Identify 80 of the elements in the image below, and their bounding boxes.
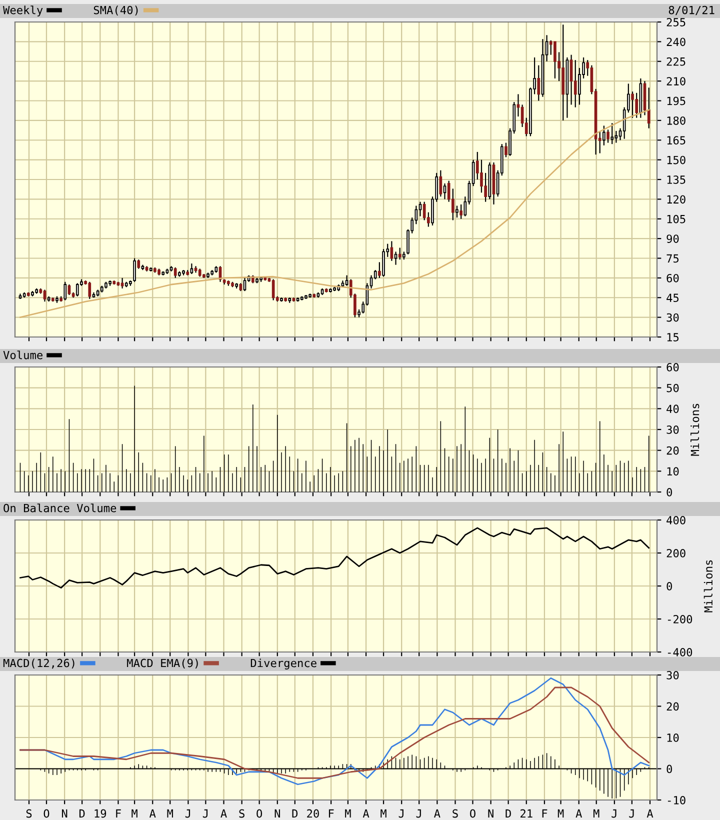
legend-label: Weekly — [3, 6, 43, 16]
x-tick-label: M — [167, 809, 173, 818]
y-tick-label: 210 — [666, 77, 686, 86]
x-tick-label: N — [488, 809, 494, 818]
x-tick-label: F — [542, 809, 548, 818]
x-tick-label: A — [646, 809, 654, 818]
y-tick-label: 255 — [666, 18, 686, 26]
x-tick-label: J — [185, 809, 190, 818]
x-tick-label: J — [416, 809, 421, 818]
y-tick-label: 225 — [666, 57, 686, 66]
x-tick-label: F — [328, 809, 334, 818]
y-tick-label: 0 — [666, 488, 672, 496]
y-tick-label: 60 — [666, 363, 679, 372]
legend-label: MACD EMA(9) — [127, 658, 198, 669]
x-tick-label: J — [398, 809, 404, 818]
legend-label: Divergence — [250, 658, 316, 670]
x-tick-label: N — [274, 809, 280, 818]
x-tick-label: F — [116, 809, 121, 818]
x-tick-label: O — [470, 809, 476, 818]
x-tick-label: D — [79, 809, 85, 818]
x-tick-label: A — [220, 809, 227, 818]
y-tick-label: -400 — [668, 648, 692, 656]
x-tick-label: J — [202, 809, 208, 818]
y-tick-label: 195 — [667, 96, 686, 106]
y-tick-label: 75 — [666, 254, 679, 263]
text: 8/01/21 — [668, 6, 714, 16]
y-tick-label: 90 — [666, 234, 679, 243]
x-tick-label: A — [362, 809, 370, 818]
x-tick-label: D — [292, 809, 298, 818]
legend-label: Volume — [3, 350, 42, 360]
y-tick-label: 10 — [667, 734, 679, 742]
y-tick-label: 135 — [667, 176, 686, 184]
x-tick-label: M — [593, 809, 600, 818]
y-tick-label: 240 — [666, 38, 686, 46]
y-tick-label: 45 — [666, 294, 679, 302]
y-tick-label: 15 — [667, 333, 679, 342]
y-tick-label: 0 — [666, 582, 672, 590]
y-tick-label: 30 — [666, 313, 679, 322]
y-tick-label: -10 — [668, 796, 686, 804]
x-tick-label: 20 — [307, 809, 319, 818]
x-tick-label: D — [506, 809, 511, 818]
x-tick-label: 19 — [94, 809, 106, 818]
legend-label: SMA(40) — [94, 6, 138, 16]
y-tick-label: 60 — [666, 274, 679, 282]
y-tick-label: 10 — [667, 467, 679, 476]
y-tick-label: 30 — [666, 671, 679, 680]
y-tick-label: 20 — [666, 702, 679, 711]
x-tick-label: A — [434, 809, 440, 818]
x-tick-label: M — [345, 809, 351, 818]
x-tick-label: J — [612, 809, 616, 818]
y-tick-label: 20 — [666, 446, 679, 455]
x-tick-label: A — [149, 809, 156, 818]
x-tick-label: M — [558, 809, 564, 818]
legend-label: MACD(12,26) — [3, 658, 74, 669]
y-tick-label: 400 — [666, 516, 686, 524]
x-tick-label: 21 — [520, 809, 532, 818]
y-tick-label: 200 — [666, 549, 686, 558]
y-tick-label: 150 — [667, 156, 686, 164]
x-tick-label: M — [380, 809, 386, 818]
x-tick-label: S — [452, 809, 458, 818]
y-axis-title: Millions — [690, 404, 700, 456]
y-tick-label: 30 — [666, 426, 679, 434]
y-tick-label: 0 — [666, 764, 672, 774]
x-tick-label: S — [239, 809, 244, 818]
y-tick-label: 50 — [666, 384, 679, 392]
x-tick-label: S — [26, 809, 32, 818]
x-tick-label: N — [62, 809, 68, 818]
x-tick-label: A — [576, 809, 582, 818]
x-tick-label: O — [44, 809, 50, 818]
y-tick-label: 165 — [667, 136, 686, 145]
y-tick-label: 40 — [666, 404, 679, 414]
x-tick-label: J — [629, 809, 634, 818]
y-tick-label: 120 — [667, 195, 686, 204]
y-tick-label: 180 — [667, 116, 686, 125]
y-tick-label: 105 — [667, 214, 686, 224]
x-tick-label: O — [256, 809, 262, 818]
y-tick-label: -200 — [668, 615, 692, 624]
y-axis-title: Millions — [704, 560, 713, 612]
x-tick-label: M — [132, 809, 138, 818]
legend-label: On Balance Volume — [4, 504, 116, 512]
